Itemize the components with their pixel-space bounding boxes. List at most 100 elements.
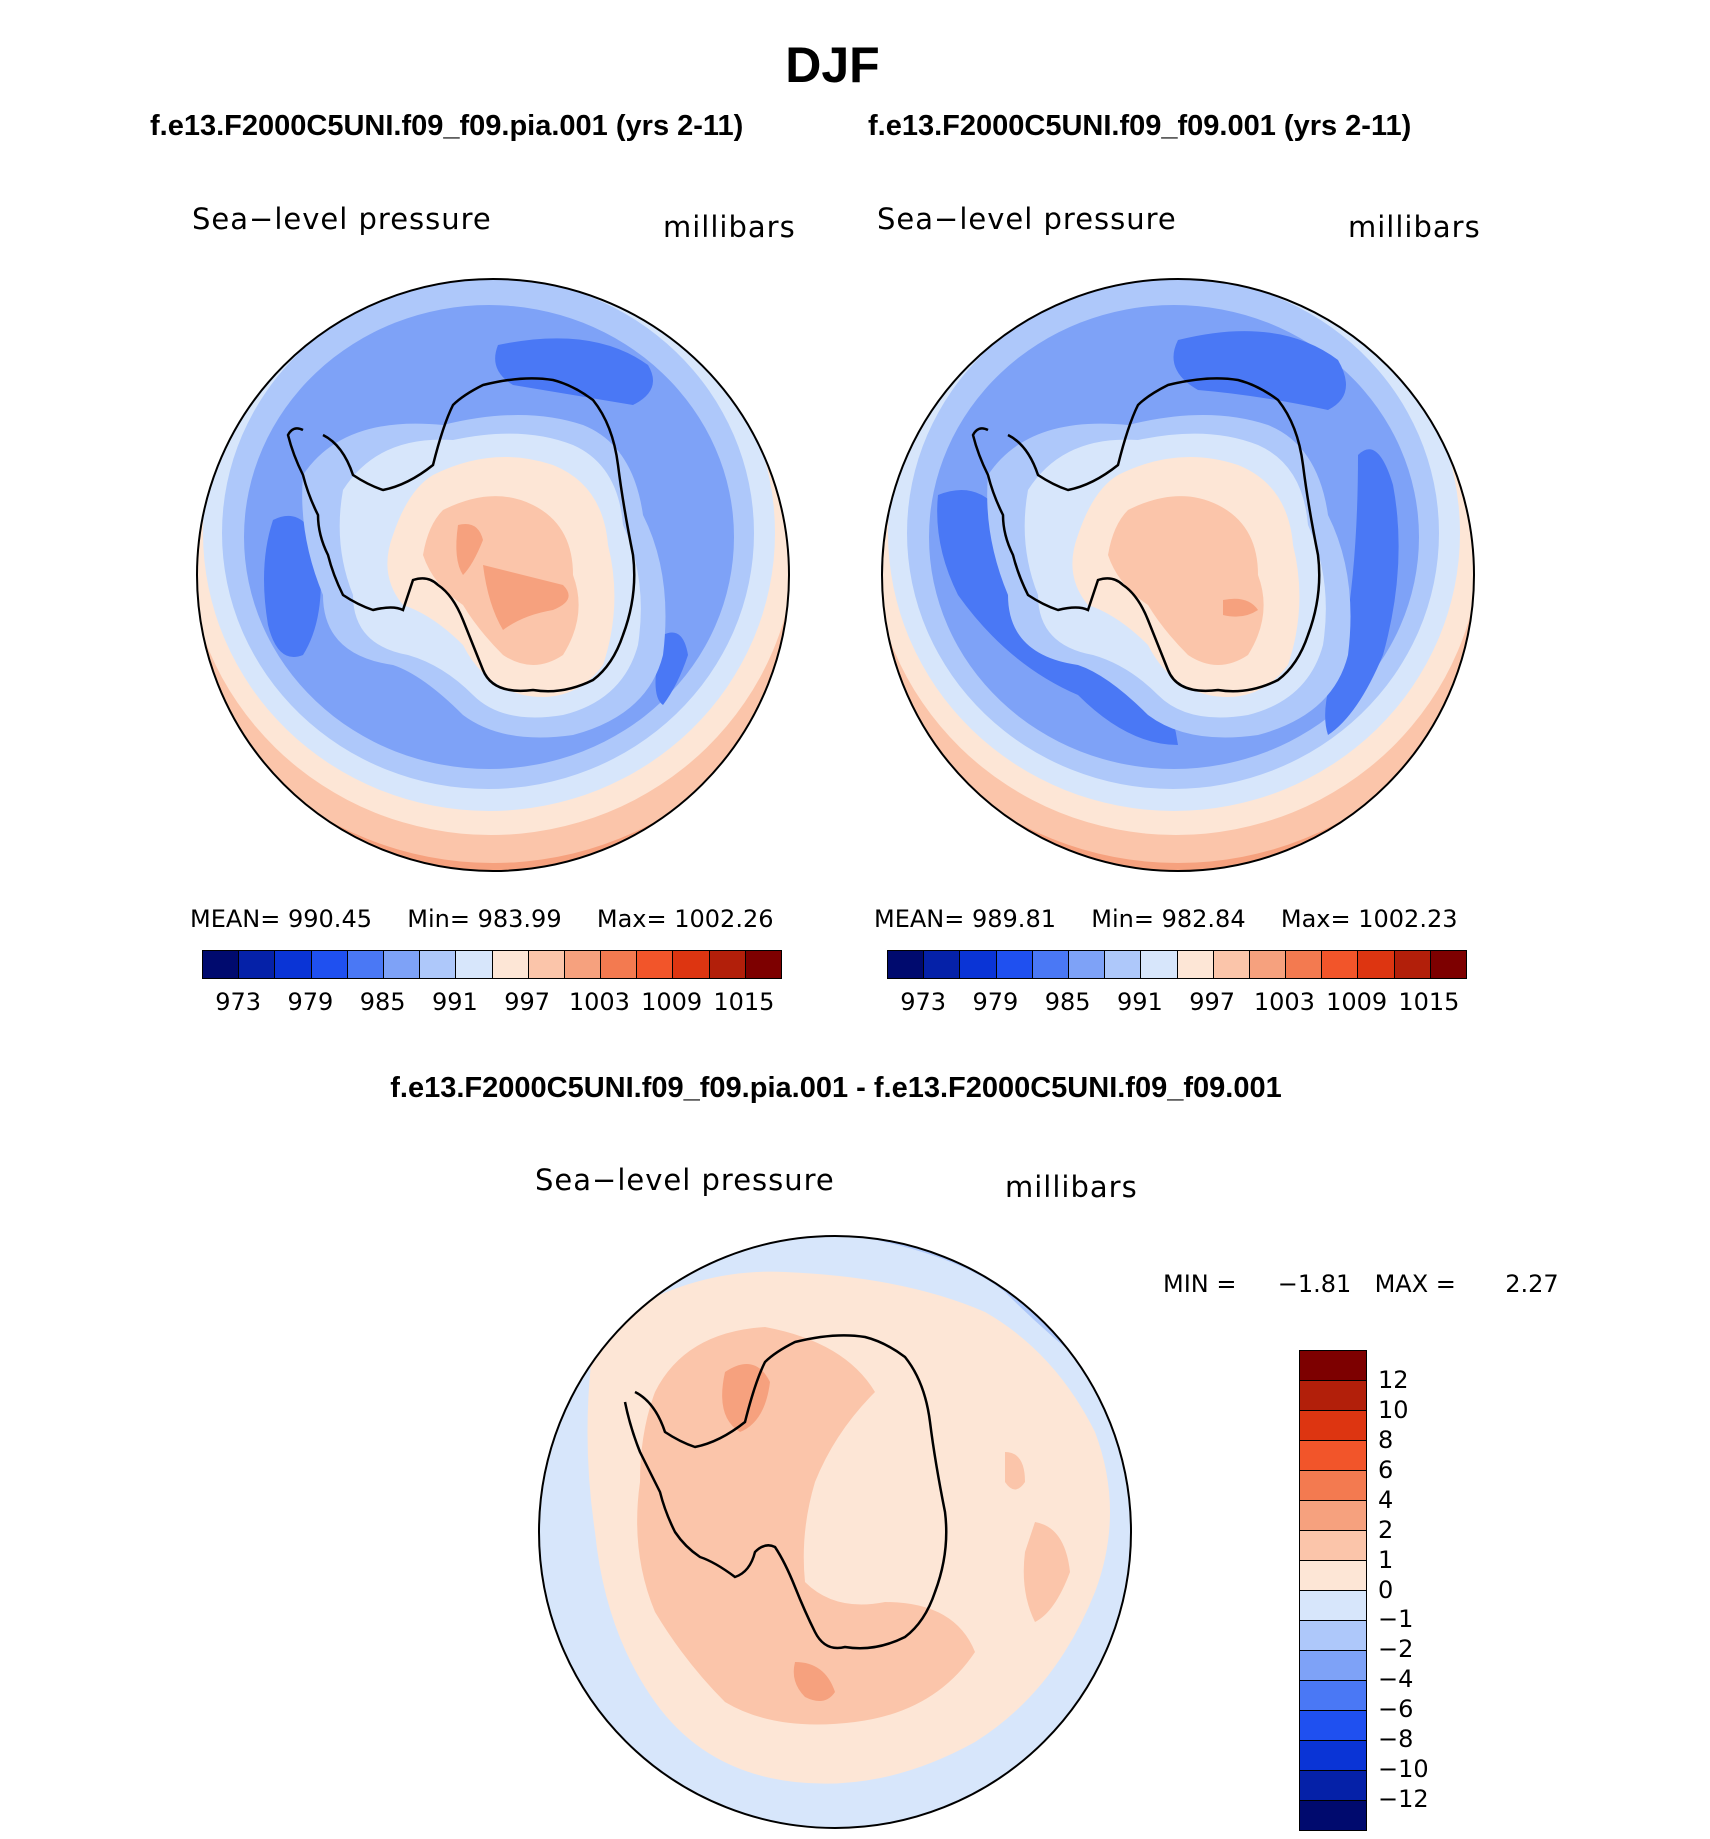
panel2-colorbar-swatch <box>1394 951 1431 978</box>
panel3-colorbar-swatch <box>1300 1471 1366 1501</box>
panel3-minmax: MIN = −1.81 MAX = 2.27 <box>1163 1270 1559 1298</box>
panel2-stats: MEAN= 989.81 Min= 982.84 Max= 1002.23 <box>874 905 1458 933</box>
panel2-colorbar-swatch <box>1032 951 1069 978</box>
coastline <box>623 1334 948 1650</box>
panel2-colorbar-tick-label: 1003 <box>1253 988 1315 1016</box>
panel1-colorbar-swatch <box>528 951 565 978</box>
panel1-colorbar-ticks: 973 979 985 991 997 1003 1009 1015 <box>202 988 780 1018</box>
panel1-colorbar-tick-label: 1003 <box>568 988 630 1016</box>
panel2-colorbar-swatch <box>888 951 925 978</box>
panel1-colorbar-swatch <box>745 951 781 978</box>
panel2-min-label: Min= <box>1091 905 1154 933</box>
diff-positive <box>793 1662 835 1701</box>
panel2-colorbar-tick-label: 1009 <box>1326 988 1388 1016</box>
panel3-colorbar-tick-label: −2 <box>1378 1635 1414 1664</box>
panel3-colorbar-swatch <box>1300 1351 1366 1381</box>
panel2-colorbar-tick-label: 973 <box>900 988 947 1016</box>
panel1-colorbar-swatch <box>564 951 602 978</box>
panel1-colorbar-swatch <box>383 951 421 978</box>
panel1-colorbar-swatch <box>420 951 457 978</box>
slp-low <box>1173 331 1346 410</box>
panel2-units: millibars <box>1348 210 1481 244</box>
panel1-colorbar-swatch <box>275 951 312 978</box>
panel3-colorbar-tick-label: 6 <box>1378 1455 1394 1484</box>
panel2-min: 982.84 <box>1161 905 1246 933</box>
panel2-colorbar-swatch <box>1068 951 1106 978</box>
panel1-min-label: Min= <box>407 905 470 933</box>
panel2-colorbar-swatch <box>1286 951 1323 978</box>
coastline <box>286 377 636 693</box>
panel2-map <box>881 278 1475 872</box>
panel1-colorbar-swatch <box>492 951 529 978</box>
panel3-colorbar-swatch <box>1300 1651 1366 1681</box>
panel3-colorbar-tick-label: −10 <box>1378 1755 1429 1784</box>
panel2-mean-label: MEAN= <box>874 905 965 933</box>
slp-low <box>264 515 321 657</box>
panel1-colorbar-swatch <box>239 951 276 978</box>
panel2-colorbar-ticks: 973 979 985 991 997 1003 1009 1015 <box>887 988 1465 1018</box>
panel1-variable: Sea−level pressure <box>192 202 492 236</box>
panel2-title: f.e13.F2000C5UNI.f09_f09.001 (yrs 2-11) <box>868 110 1412 142</box>
diff-positive <box>1005 1452 1025 1490</box>
panel2-mean: 989.81 <box>972 905 1056 933</box>
panel3-colorbar-tick-label: 1 <box>1378 1545 1394 1574</box>
panel3-colorbar-swatch <box>1300 1381 1366 1411</box>
panel3-colorbar <box>1299 1350 1367 1831</box>
panel3-colorbar-swatch <box>1300 1411 1366 1441</box>
panel2-colorbar-tick-label: 985 <box>1044 988 1091 1016</box>
diff-positive <box>1023 1522 1070 1622</box>
panel1-stats: MEAN= 990.45 Min= 983.99 Max= 1002.26 <box>190 905 774 933</box>
map-border <box>538 1235 1132 1829</box>
panel1-max-label: Max= <box>596 905 667 933</box>
panel1-colorbar-tick-label: 997 <box>504 988 551 1016</box>
slp-low <box>655 632 688 705</box>
panel2-max: 1002.23 <box>1358 905 1458 933</box>
panel2-colorbar-swatch <box>1141 951 1178 978</box>
panel2-colorbar <box>887 950 1467 979</box>
panel2-colorbar-swatch <box>1213 951 1250 978</box>
panel3-colorbar-tick-label: 10 <box>1378 1395 1409 1424</box>
panel2-colorbar-tick-label: 991 <box>1116 988 1163 1016</box>
panel3-colorbar-tick-label: 4 <box>1378 1485 1394 1514</box>
panel3-colorbar-swatch <box>1300 1441 1366 1471</box>
panel3-colorbar-swatch <box>1300 1771 1366 1801</box>
slp-low <box>495 338 653 405</box>
panel2-colorbar-swatch <box>996 951 1033 978</box>
panel2-colorbar-swatch <box>1358 951 1395 978</box>
panel3-colorbar-tick-label: −4 <box>1378 1665 1414 1694</box>
panel1-min: 983.99 <box>477 905 562 933</box>
panel2-colorbar-tick-label: 997 <box>1189 988 1236 1016</box>
panel3-colorbar-tick-label: −8 <box>1378 1725 1414 1754</box>
panel2-max-label: Max= <box>1280 905 1351 933</box>
panel1-colorbar-swatch <box>456 951 493 978</box>
panel3-max: 2.27 <box>1505 1270 1559 1298</box>
panel3-min-label: MIN = <box>1163 1270 1237 1298</box>
panel1-colorbar-tick-label: 973 <box>215 988 262 1016</box>
panel3-units: millibars <box>1005 1170 1138 1204</box>
panel2-colorbar-swatch <box>924 951 961 978</box>
panel1-colorbar-swatch <box>311 951 348 978</box>
panel3-colorbar-swatch <box>1300 1501 1366 1531</box>
panel3-colorbar-swatch <box>1300 1711 1366 1741</box>
panel1-max: 1002.26 <box>674 905 774 933</box>
panel1-colorbar-swatch <box>637 951 674 978</box>
panel1-mean: 990.45 <box>288 905 372 933</box>
panel2-colorbar-tick-label: 979 <box>972 988 1019 1016</box>
panel1-colorbar-tick-label: 1015 <box>713 988 775 1016</box>
panel3-title: f.e13.F2000C5UNI.f09_f09.pia.001 - f.e13… <box>390 1072 1282 1104</box>
panel2-colorbar-swatch <box>1430 951 1466 978</box>
coastline <box>971 377 1321 693</box>
panel3-colorbar-tick-label: 8 <box>1378 1425 1394 1454</box>
panel2-colorbar-swatch <box>1249 951 1287 978</box>
panel3-colorbar-ticks: 12 10 8 6 4 2 1 0 −1 −2 −4 −6 −8 −10 −12 <box>1378 1350 1438 1829</box>
panel3-colorbar-swatch <box>1300 1621 1366 1651</box>
panel1-colorbar-swatch <box>673 951 710 978</box>
panel1-title: f.e13.F2000C5UNI.f09_f09.pia.001 (yrs 2-… <box>150 110 744 142</box>
panel3-variable: Sea−level pressure <box>535 1163 835 1197</box>
panel2-colorbar-swatch <box>1105 951 1142 978</box>
panel1-colorbar <box>202 950 782 979</box>
panel3-colorbar-tick-label: 12 <box>1378 1365 1409 1394</box>
figure-title: DJF <box>785 37 880 93</box>
slp-high <box>483 565 569 630</box>
panel2-colorbar-swatch <box>1322 951 1359 978</box>
